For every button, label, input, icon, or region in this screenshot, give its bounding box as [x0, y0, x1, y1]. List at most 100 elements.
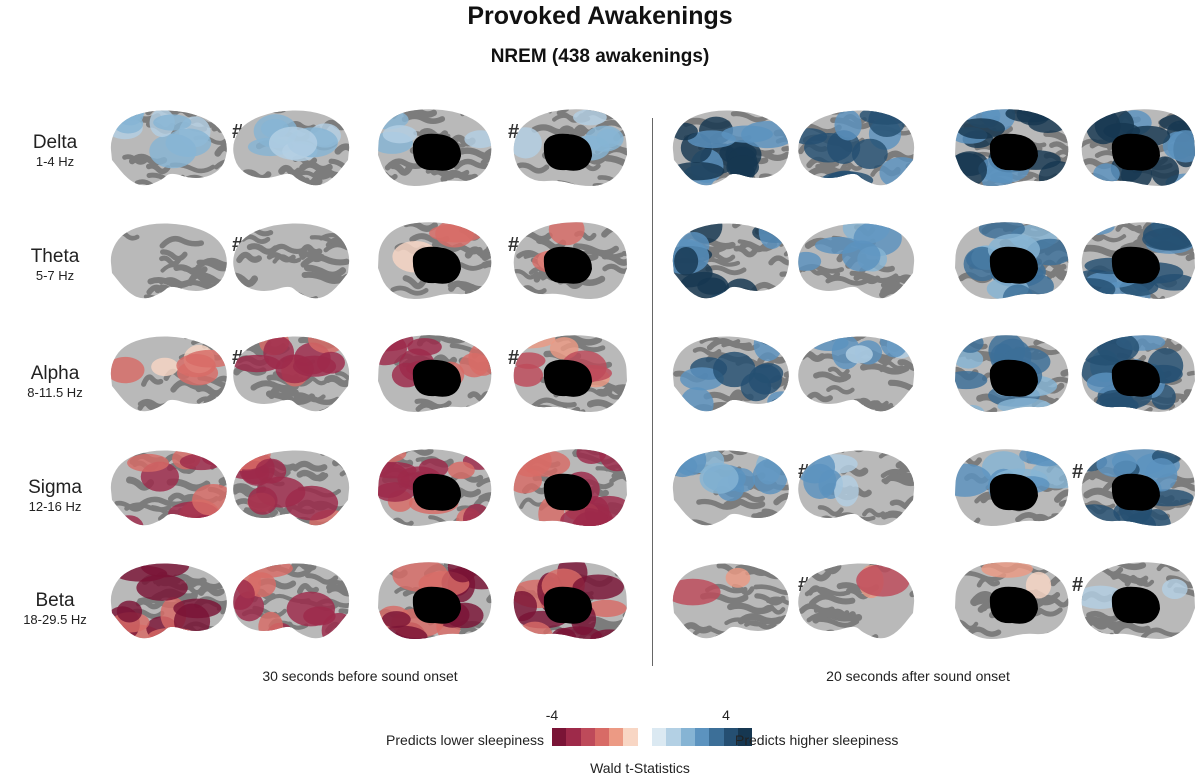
cortex-fold	[742, 296, 789, 299]
colorbar-swatch	[652, 728, 667, 746]
cortex-fold	[766, 596, 789, 606]
activation-region	[292, 355, 337, 377]
cortex-fold	[474, 287, 492, 299]
cortex-fold	[960, 570, 1007, 582]
cortex-fold	[300, 254, 350, 268]
cortex-fold	[337, 575, 350, 589]
activation-region	[153, 114, 192, 131]
band-name: Theta	[30, 246, 80, 267]
cortex-fold	[513, 631, 549, 639]
activation-region	[880, 336, 909, 358]
activation-region	[447, 562, 478, 583]
colorbar-swatch	[623, 728, 638, 746]
cortex-fold	[1086, 610, 1122, 623]
cortex-fold	[183, 409, 225, 412]
activation-region	[804, 133, 853, 163]
cortex-fold	[753, 584, 789, 595]
medial-wall	[543, 473, 592, 511]
activation-region	[1096, 451, 1137, 478]
activation-region	[258, 611, 284, 639]
band-label-beta: Beta 18-29.5 Hz	[0, 590, 110, 627]
cortex-fold	[217, 175, 227, 186]
figure-title: Provoked Awakenings	[467, 2, 733, 30]
cortex-fold	[706, 338, 752, 351]
cortex-fold	[202, 451, 227, 463]
cortex-fold	[1095, 294, 1133, 299]
medial-wall	[543, 246, 592, 284]
cortex-fold	[880, 275, 915, 288]
brain-surface-left-medial-beta	[955, 562, 1069, 639]
cortex-fold	[882, 472, 915, 485]
medial-wall	[1111, 359, 1160, 397]
activation-region	[679, 271, 729, 299]
cortex-fold	[689, 296, 737, 299]
figure-subtitle: NREM (438 awakenings)	[490, 46, 710, 67]
significance-mark: #	[232, 234, 243, 256]
activation-region	[576, 449, 607, 464]
activation-region	[201, 450, 227, 466]
colorbar-swatch	[580, 728, 595, 746]
cortex-fold	[425, 167, 470, 178]
brain-surface-right-medial-delta	[1081, 109, 1195, 186]
cortex-fold	[1056, 335, 1069, 342]
significance-mark: #	[1072, 574, 1083, 596]
cortex-fold	[233, 272, 258, 288]
cortex-fold	[798, 563, 842, 571]
cortex-fold	[516, 162, 550, 174]
band-label-theta: Theta 5-7 Hz	[0, 246, 110, 283]
cortex-fold	[1166, 335, 1195, 343]
medial-wall	[543, 586, 592, 624]
activation-region	[590, 629, 627, 639]
cortex-fold	[401, 449, 434, 456]
brain-surface-right-medial-beta	[1081, 562, 1195, 639]
cortex-fold	[482, 460, 492, 471]
activation-region	[856, 564, 910, 597]
cortex-fold	[825, 275, 869, 286]
activation-region	[116, 600, 143, 623]
cortex-fold	[213, 158, 227, 170]
activation-region	[679, 387, 714, 412]
cortex-fold	[858, 336, 901, 341]
activation-region	[1161, 578, 1188, 599]
brain-surface-right-lateral-alpha	[798, 336, 915, 412]
cortex-fold	[772, 378, 789, 390]
cortex-fold	[450, 635, 479, 639]
activation-region	[955, 349, 984, 369]
activation-region	[418, 458, 449, 478]
cortex-fold	[908, 287, 915, 299]
brain-surface-left-medial-sigma	[378, 449, 492, 526]
cortex-fold	[296, 583, 319, 595]
activation-region	[263, 336, 295, 370]
activation-region	[513, 467, 543, 494]
cortex-fold	[778, 236, 789, 247]
cortex-fold	[798, 629, 832, 639]
cortex-fold	[1190, 450, 1195, 461]
activation-region	[834, 110, 862, 141]
activation-region	[1081, 222, 1115, 236]
cortex-fold	[839, 161, 863, 172]
cortex-fold	[485, 635, 492, 639]
activation-region	[435, 222, 474, 248]
brain-surface-left-medial-theta	[378, 222, 492, 299]
brain-surface-left-lateral-sigma	[672, 450, 789, 526]
cortex-fold	[481, 260, 492, 273]
cortex-fold	[293, 394, 341, 406]
cortex-fold	[483, 224, 492, 236]
brain-surface-left-medial-alpha	[378, 335, 492, 412]
activation-region	[956, 335, 984, 353]
cortex-fold	[905, 631, 915, 639]
cortex-fold	[1168, 408, 1195, 412]
activation-region	[285, 485, 339, 521]
brain-surface-left-medial-alpha	[955, 335, 1069, 412]
cortex-fold	[622, 607, 627, 618]
cortex-fold	[808, 593, 856, 607]
activation-region	[114, 515, 144, 526]
cortex-fold	[336, 171, 350, 185]
cortex-fold	[513, 268, 539, 280]
activation-region	[748, 364, 782, 395]
cortex-fold	[323, 405, 350, 412]
cortex-fold	[555, 125, 586, 139]
cortex-fold	[779, 271, 789, 283]
activation-region	[286, 591, 336, 627]
cortex-fold	[732, 223, 782, 229]
